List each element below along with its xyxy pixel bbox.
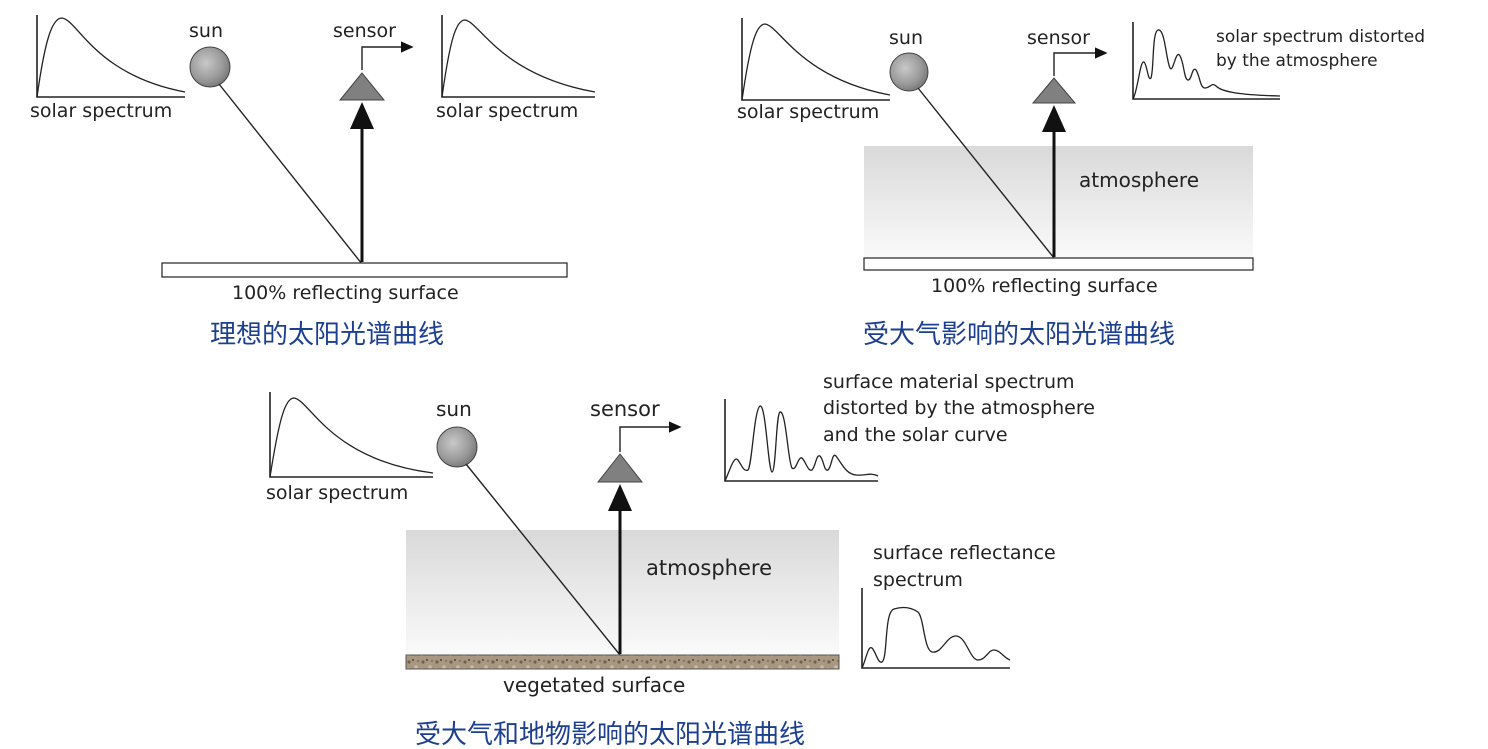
reflecting-surface <box>161 262 568 278</box>
input-spectrum-chart <box>36 15 186 98</box>
sensor-icon <box>596 453 644 483</box>
input-spectrum-label: solar spectrum <box>737 101 879 123</box>
sensor-label: sensor <box>1027 27 1090 49</box>
surface-reflectance-chart <box>861 588 1011 669</box>
output-spectrum-label-line1: surface material spectrum <box>823 371 1075 393</box>
sensor-icon <box>338 72 386 101</box>
solar-spectrum-curve <box>36 17 186 98</box>
sensor-output-arrow <box>619 421 682 452</box>
panel-caption: 受大气影响的太阳光谱曲线 <box>863 320 1175 350</box>
input-spectrum-chart <box>741 18 891 101</box>
sun-icon <box>189 46 231 88</box>
solar-spectrum-curve <box>269 397 434 478</box>
atmosphere-label: atmosphere <box>1079 168 1199 192</box>
output-spectrum-label: solar spectrum <box>436 100 578 122</box>
sensor-output-arrow <box>361 41 414 70</box>
sun-label: sun <box>436 397 472 421</box>
sun-label: sun <box>889 27 923 49</box>
vegetated-surface <box>405 654 840 670</box>
surface-label: 100% reflecting surface <box>232 282 459 304</box>
surface-label: vegetated surface <box>503 673 685 697</box>
sun-ray <box>917 87 1055 259</box>
sun-label: sun <box>189 20 223 42</box>
spectrum-axes <box>269 392 433 478</box>
spectrum-axes <box>36 15 185 98</box>
sensor-label: sensor <box>333 20 396 42</box>
output-spectrum-chart <box>441 15 596 98</box>
surface-reflectance-curve <box>861 606 1011 669</box>
solar-spectrum-curve <box>741 23 891 101</box>
atmosphere-layer <box>406 530 839 655</box>
distorted-spectrum-curve <box>1132 29 1281 100</box>
reflectance-label-line2: spectrum <box>873 569 963 591</box>
sun-icon <box>889 52 929 92</box>
input-spectrum-label: solar spectrum <box>266 482 408 504</box>
panel-ideal: solar spectrum sun sensor solar spectrum… <box>30 15 596 350</box>
distorted-material-spectrum-curve <box>724 405 879 482</box>
sensor-label: sensor <box>590 397 660 421</box>
output-spectrum-label-line2: by the atmosphere <box>1216 51 1378 71</box>
atmosphere-layer <box>864 146 1253 258</box>
output-spectrum-label-line3: and the solar curve <box>823 424 1008 446</box>
input-spectrum-chart <box>269 392 434 478</box>
distorted-material-spectrum-chart <box>724 399 879 482</box>
sensor-icon <box>1031 77 1077 104</box>
output-spectrum-label-line1: solar spectrum distorted <box>1216 27 1425 47</box>
panel-caption: 受大气和地物影响的太阳光谱曲线 <box>415 720 805 749</box>
input-spectrum-label: solar spectrum <box>30 100 172 122</box>
surface-label: 100% reflecting surface <box>931 275 1158 297</box>
spectrum-axes <box>441 15 595 98</box>
sun-ray <box>465 463 621 656</box>
reflecting-surface <box>863 257 1254 271</box>
sun-icon <box>436 426 478 468</box>
solar-spectrum-curve <box>441 19 596 98</box>
sensor-output-arrow <box>1053 47 1108 76</box>
atmosphere-label: atmosphere <box>646 556 772 580</box>
output-spectrum-label-line2: distorted by the atmosphere <box>823 397 1095 419</box>
reflectance-label-line1: surface reflectance <box>873 542 1056 564</box>
sun-ray <box>218 83 363 265</box>
panel-atmosphere: atmosphere solar spectrum sun sensor sol… <box>737 18 1425 350</box>
panel-atmosphere-and-surface: atmosphere solar spectrum sun sensor sur… <box>266 371 1095 749</box>
spectrum-axes <box>741 18 890 101</box>
panel-caption: 理想的太阳光谱曲线 <box>210 320 444 350</box>
distorted-spectrum-chart <box>1132 22 1281 100</box>
